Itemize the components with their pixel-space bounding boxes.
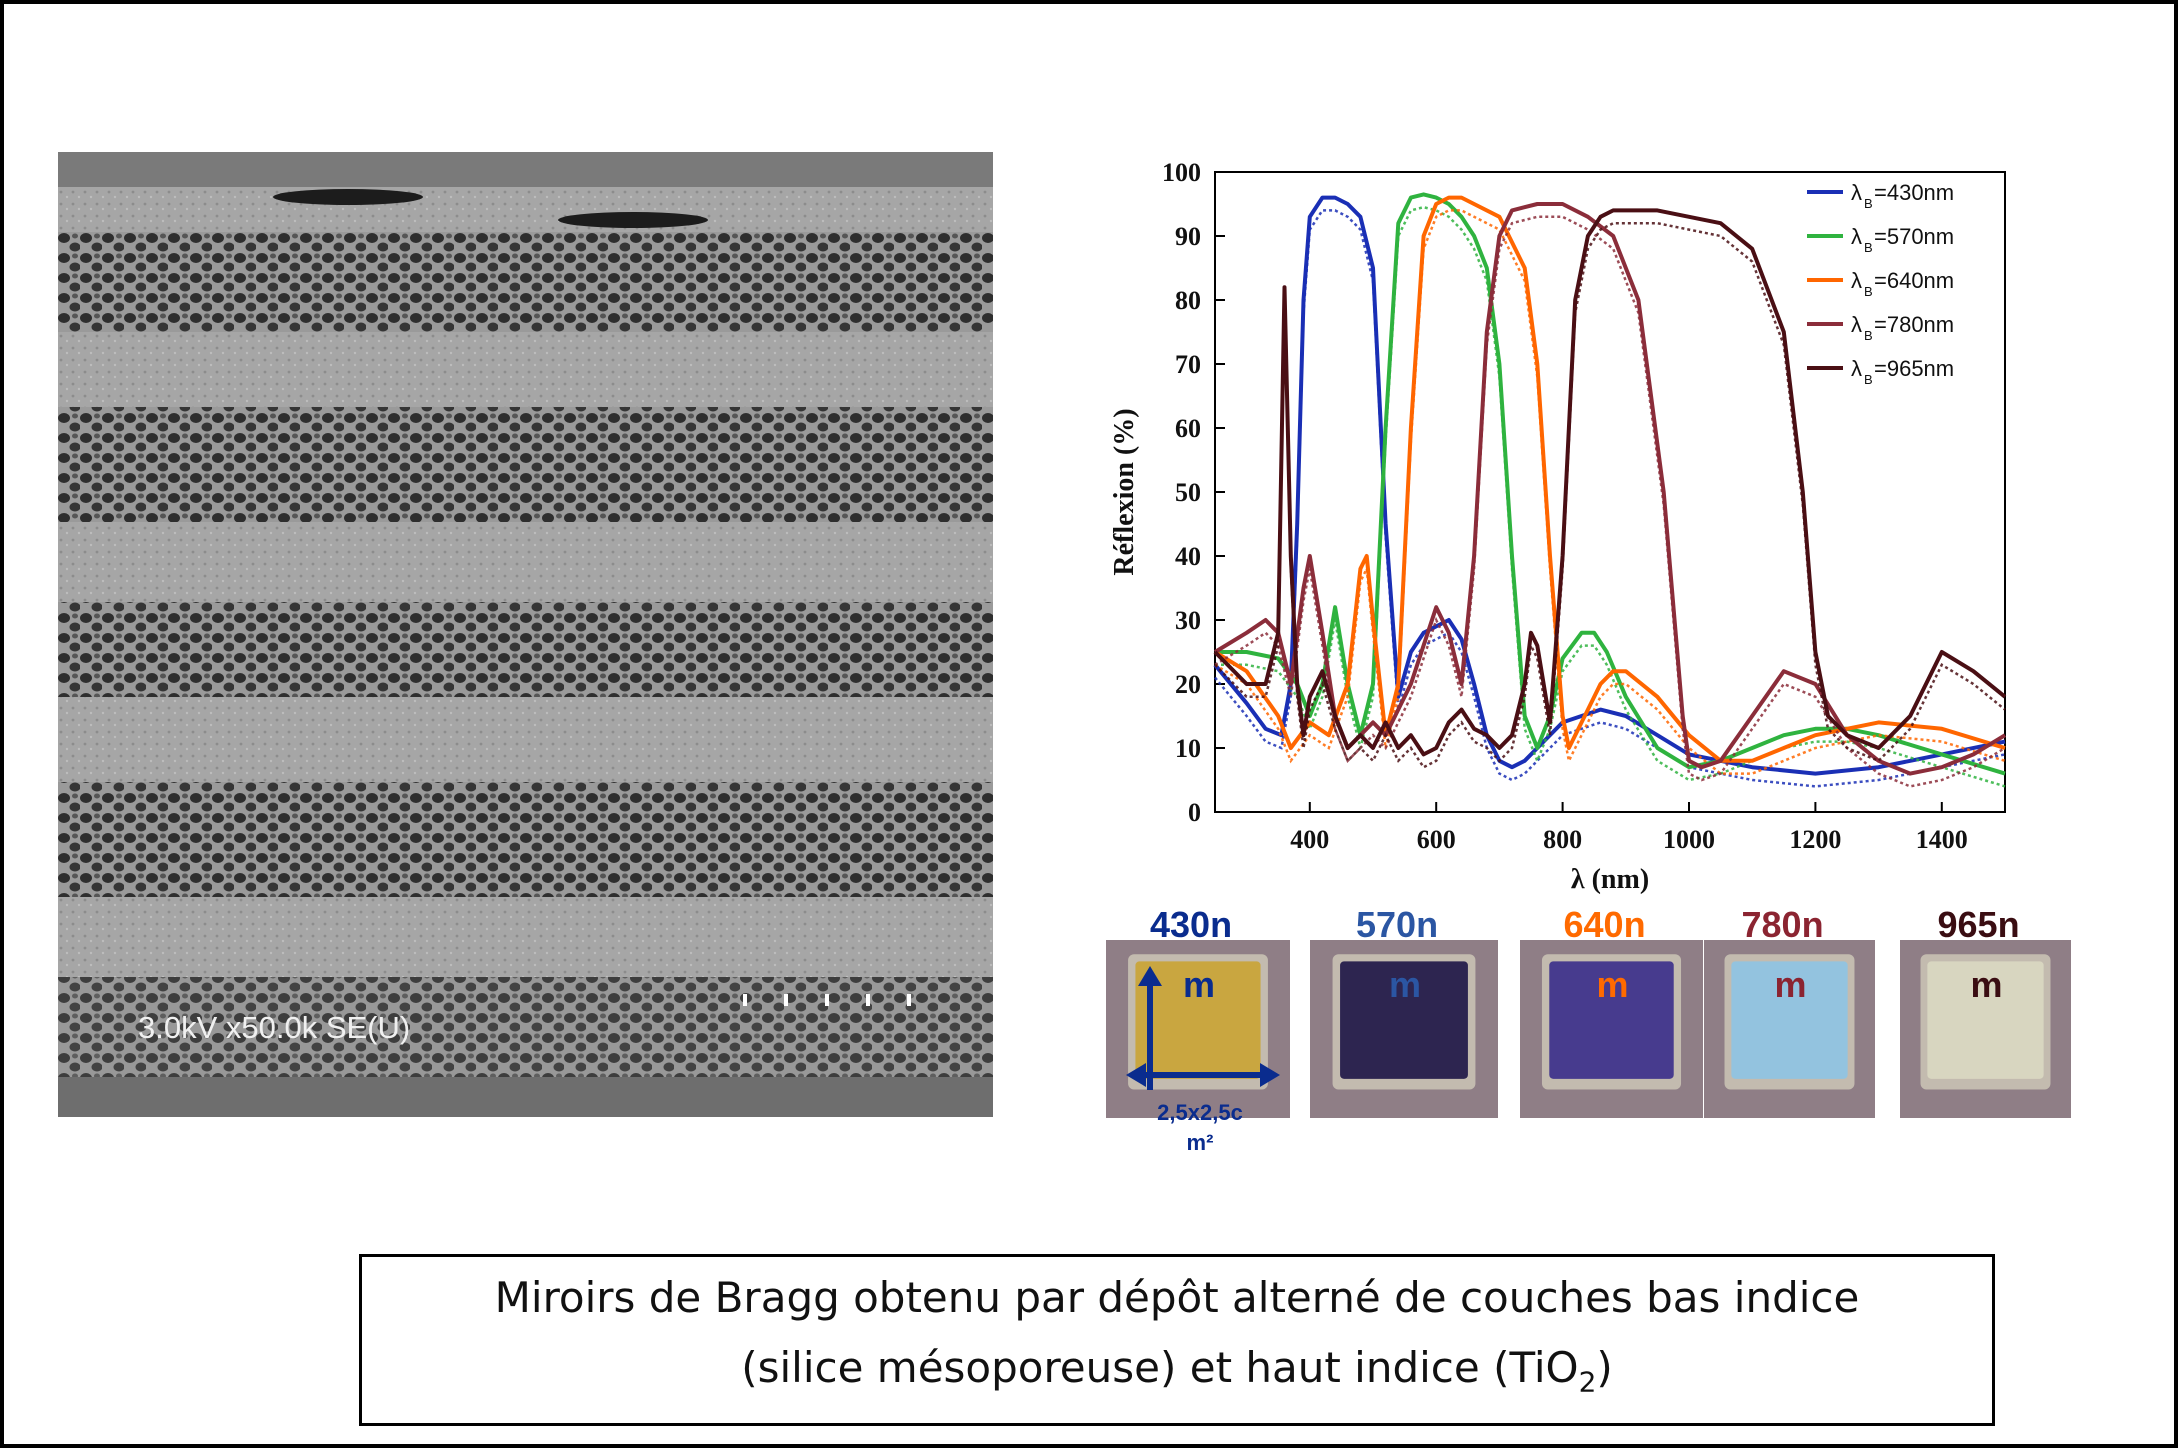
legend-sub-1: B: [1864, 240, 1873, 255]
y-tick-label: 60: [1175, 414, 1201, 443]
y-tick-label: 40: [1175, 542, 1201, 571]
sample-photo-1: [1106, 940, 1290, 1118]
x-tick-label: 600: [1417, 825, 1456, 854]
sample-wavelength-label: 570n: [1356, 904, 1439, 945]
y-tick-label: 90: [1175, 222, 1201, 251]
sample-photo-3: [1520, 940, 1703, 1118]
y-tick-label: 10: [1175, 734, 1201, 763]
series-line-4: [1213, 208, 2007, 757]
sample-photo-4: [1704, 940, 1875, 1118]
sem-cross-section-image: [58, 152, 993, 1117]
y-tick-label: 50: [1175, 478, 1201, 507]
legend-sub-4: B: [1864, 372, 1873, 387]
legend-main-1: λ: [1851, 224, 1862, 249]
y-tick-label: 100: [1162, 158, 1201, 187]
legend-main-0: λ: [1851, 180, 1862, 205]
sample-wavelength-label: 430n: [1150, 904, 1233, 945]
series-line-1: [1215, 192, 2006, 776]
series-dotted-line-1: [1215, 205, 2006, 788]
sample-wavelength-unit: m: [1596, 964, 1629, 1005]
sample-wavelength-unit: m: [1183, 964, 1216, 1005]
legend-sub-3: B: [1864, 328, 1873, 343]
series-dotted-line-2: [1214, 209, 2006, 775]
caption-line2-sub: 2: [1578, 1365, 1597, 1399]
legend-main-3: λ: [1851, 312, 1862, 337]
y-tick-label: 30: [1175, 606, 1201, 635]
sample-photo-2: [1310, 940, 1498, 1118]
series-dotted-line-3: [1214, 215, 2006, 788]
sample-wavelength-unit: m: [1389, 964, 1422, 1005]
caption-line2-prefix: (silice mésoporeuse) et haut indice (TiO: [741, 1342, 1579, 1392]
sample-size-label: 2,5x2,5c m²: [1125, 1098, 1275, 1158]
x-axis-label: λ (nm): [1571, 864, 1649, 895]
sample-size-line1: 2,5x2,5c: [1157, 1100, 1243, 1125]
x-tick-label: 400: [1290, 825, 1329, 854]
y-tick-label: 70: [1175, 350, 1201, 379]
legend-rest-2: =640nm: [1874, 268, 1954, 293]
y-tick-label: 80: [1175, 286, 1201, 315]
y-tick-label: 0: [1188, 798, 1201, 827]
reflection-chart: 400 600 800 1000 1200 1400 0 10 20 30 40 50 60 70 80 90…: [1109, 158, 2007, 895]
sem-scale-label: 3.0kV x50.0k SE(U): [138, 1010, 411, 1045]
sample-wavelength-label: 965n: [1937, 904, 2020, 945]
legend-sub-2: B: [1864, 284, 1873, 299]
sample-wavelength-label: 640n: [1563, 904, 1646, 945]
legend-rest-4: =965nm: [1874, 356, 1954, 381]
legend-rest-3: =780nm: [1874, 312, 1954, 337]
series-line-3: [1213, 202, 2007, 776]
sample-wavelength-unit: m: [1774, 964, 1807, 1005]
y-axis-label: Réflexion (%): [1109, 408, 1140, 575]
x-tick-label: 1200: [1789, 825, 1841, 854]
sample-2: 570n m: [1310, 904, 1498, 1118]
sample-4: 780n m: [1704, 904, 1875, 1118]
sample-3: 640n m: [1520, 904, 1703, 1118]
legend-main-2: λ: [1851, 268, 1862, 293]
x-tick-label: 800: [1543, 825, 1582, 854]
legend-rest-0: =430nm: [1874, 180, 1954, 205]
legend-sub-0: B: [1864, 196, 1873, 211]
x-tick-label: 1400: [1916, 825, 1968, 854]
x-tick-label: 1000: [1663, 825, 1715, 854]
series-dotted-line-4: [1214, 221, 2006, 769]
series-line-2: [1213, 195, 2006, 763]
sample-wavelength-label: 780n: [1741, 904, 1824, 945]
figure-caption: Miroirs de Bragg obtenu par dépôt altern…: [359, 1254, 1995, 1426]
y-tick-label: 20: [1175, 670, 1201, 699]
caption-line2-suffix: ): [1596, 1342, 1613, 1392]
legend-rest-1: =570nm: [1874, 224, 1954, 249]
sample-1: 430n m: [1106, 904, 1290, 1118]
caption-line2: (silice mésoporeuse) et haut indice (TiO…: [741, 1333, 1613, 1417]
legend-main-4: λ: [1851, 356, 1862, 381]
sample-wavelength-unit: m: [1970, 964, 2003, 1005]
caption-line1: Miroirs de Bragg obtenu par dépôt altern…: [494, 1272, 1860, 1322]
sample-5: 965n m: [1900, 904, 2071, 1118]
sample-photo-5: [1900, 940, 2071, 1118]
sample-size-line2: m²: [1186, 1130, 1214, 1155]
